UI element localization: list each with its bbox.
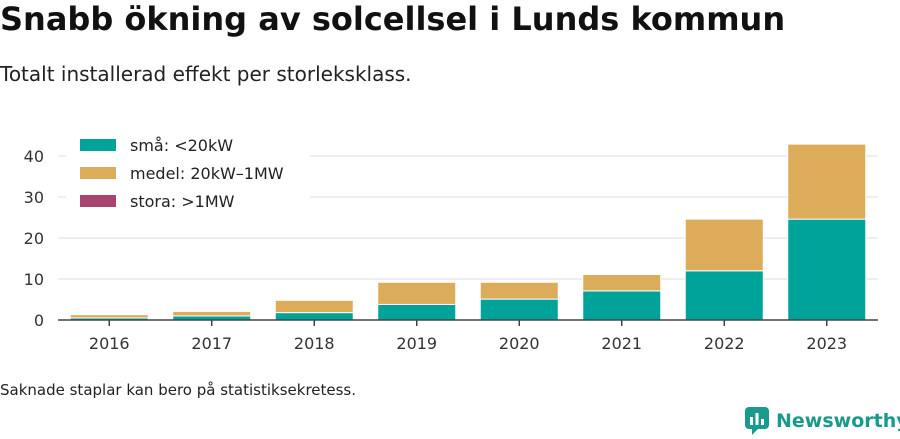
x-tick-label: 2016 — [89, 334, 130, 353]
legend-swatch — [80, 139, 116, 151]
y-tick-label: 30 — [24, 188, 44, 207]
x-tick-label: 2022 — [704, 334, 745, 353]
bar-segment-2021-series-1 — [582, 273, 662, 292]
y-tick-label: 40 — [24, 147, 44, 166]
y-axis-tick-labels: 0 10 20 30 40 — [24, 147, 44, 330]
x-tick-label: 2023 — [806, 334, 847, 353]
legend: små: <20kW medel: 20kW–1MW stora: >1MW — [66, 128, 310, 216]
brand-logo: Newsworthy — [744, 406, 900, 436]
y-tick-label: 20 — [24, 229, 44, 248]
x-tick-label: 2020 — [499, 334, 540, 353]
bar-segment-2018-series-0 — [274, 312, 354, 321]
bar-segment-2016-series-1 — [69, 314, 149, 319]
bar-segment-2022-series-0 — [684, 270, 764, 321]
bar-segment-2017-series-1 — [172, 310, 252, 317]
bar-segment-2019-series-1 — [377, 281, 457, 305]
chart-title: Snabb ökning av solcellsel i Lunds kommu… — [0, 0, 786, 38]
x-tick-label: 2019 — [396, 334, 437, 353]
legend-label: små: <20kW — [130, 136, 233, 155]
x-tick-label: 2017 — [191, 334, 232, 353]
legend-swatch — [80, 167, 116, 179]
legend-label: medel: 20kW–1MW — [130, 164, 284, 183]
bar-segment-2020-series-0 — [479, 298, 559, 321]
legend-label: stora: >1MW — [130, 192, 235, 211]
bar-segment-2018-series-1 — [274, 299, 354, 314]
footnote: Saknade staplar kan bero på statistiksek… — [0, 381, 357, 399]
bar-segment-2023-series-0 — [787, 218, 867, 321]
brand-name: Newsworthy — [776, 410, 900, 432]
legend-swatch — [80, 195, 116, 207]
bar-segment-2020-series-1 — [479, 281, 559, 300]
x-tick-label: 2021 — [601, 334, 642, 353]
bar-segment-2023-series-1 — [787, 143, 867, 220]
chart-subtitle: Totalt installerad effekt per storlekskl… — [0, 62, 412, 86]
y-tick-label: 0 — [34, 311, 44, 330]
x-axis-tick-labels: 2016 2017 2018 2019 2020 2021 2022 2023 — [89, 320, 847, 353]
x-tick-label: 2018 — [294, 334, 335, 353]
y-tick-label: 10 — [24, 270, 44, 289]
bar-segment-2022-series-1 — [684, 218, 764, 272]
newsworthy-logo-icon — [745, 407, 769, 435]
bar-segment-2021-series-0 — [582, 290, 662, 321]
bars — [69, 143, 867, 321]
bar-segment-2019-series-0 — [377, 303, 457, 321]
